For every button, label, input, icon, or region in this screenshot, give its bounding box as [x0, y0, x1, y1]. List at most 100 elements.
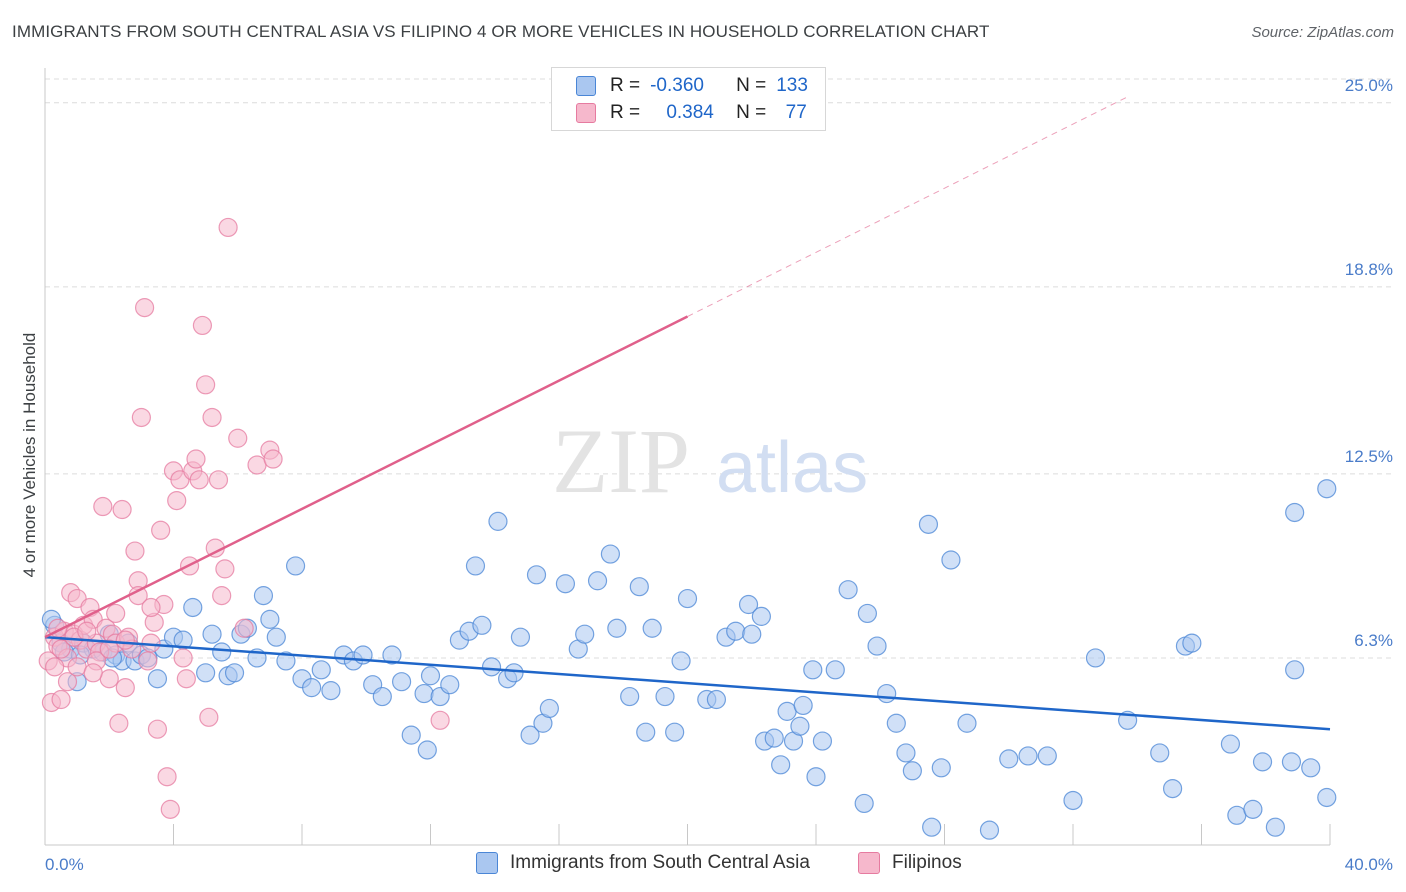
y-axis-label: 4 or more Vehicles in Household	[20, 333, 39, 578]
data-point	[228, 428, 248, 448]
legend-swatch-filipinos	[576, 103, 596, 123]
data-point	[877, 683, 897, 704]
data-point	[793, 695, 813, 716]
series-immigrants	[41, 479, 1337, 840]
data-point	[825, 660, 845, 680]
legend: R = -0.360 N = 133 R = 0.384 N = 77	[551, 67, 826, 131]
data-point	[173, 648, 193, 668]
data-point	[93, 496, 113, 517]
data-point	[115, 678, 135, 698]
data-point	[208, 470, 229, 490]
data-point	[414, 683, 434, 704]
data-point	[247, 455, 267, 475]
trend-line-immigrants	[44, 635, 1331, 731]
data-point	[67, 657, 87, 677]
data-point	[157, 767, 177, 787]
data-point	[896, 743, 916, 763]
data-point	[510, 627, 531, 647]
data-point	[311, 660, 331, 680]
trend-line-filipinos	[44, 315, 689, 639]
data-point	[218, 217, 238, 238]
data-point	[372, 686, 392, 707]
data-point	[1317, 479, 1337, 499]
data-point	[854, 793, 874, 814]
data-point	[764, 728, 784, 748]
chart-title: IMMIGRANTS FROM SOUTH CENTRAL ASIA VS FI…	[12, 22, 990, 41]
data-point	[57, 672, 78, 692]
data-point	[526, 565, 547, 585]
data-point	[234, 618, 254, 638]
data-point	[1150, 743, 1170, 763]
trend-layer	[44, 96, 1331, 731]
bottom-legend-swatch-filipinos	[858, 852, 880, 874]
legend-n-label: N =	[736, 102, 767, 123]
data-point	[1037, 746, 1057, 766]
data-point	[931, 758, 951, 778]
data-point	[147, 669, 168, 689]
y-tick-label: 6.3%	[1354, 631, 1393, 650]
data-point	[77, 621, 97, 641]
data-point	[321, 681, 341, 701]
data-point	[677, 588, 698, 609]
data-point	[726, 621, 746, 641]
data-point	[941, 550, 961, 570]
data-point	[417, 740, 437, 760]
data-point	[186, 449, 206, 469]
data-point	[738, 594, 759, 615]
data-point	[751, 606, 771, 626]
data-point	[1317, 787, 1337, 808]
data-point	[391, 672, 412, 692]
data-point	[607, 618, 627, 638]
legend-n-label: N =	[736, 75, 767, 96]
data-point	[285, 556, 306, 576]
data-point	[979, 820, 1000, 840]
data-point	[401, 725, 421, 745]
data-point	[134, 298, 155, 318]
grid-lines	[45, 78, 1392, 659]
data-point	[125, 541, 145, 561]
watermark-atlas: atlas	[716, 428, 868, 508]
legend-r-label: R =	[610, 75, 641, 96]
data-point	[83, 663, 103, 683]
data-point	[620, 686, 640, 707]
legend-row-immigrants: R = -0.360 N = 133	[576, 73, 808, 99]
y-tick-label: 25.0%	[1345, 76, 1393, 95]
data-point	[112, 499, 132, 520]
data-point	[472, 615, 492, 635]
data-point	[1063, 790, 1083, 811]
bottom-legend-filipinos: Filipinos	[858, 852, 962, 874]
data-point	[215, 559, 235, 579]
data-point	[629, 577, 649, 597]
data-point	[1243, 799, 1263, 819]
data-point	[224, 663, 245, 683]
trend-line-extension-filipinos	[687, 96, 1128, 317]
data-point	[655, 686, 675, 707]
data-point	[420, 666, 441, 686]
data-point	[302, 678, 322, 698]
data-point	[199, 707, 219, 727]
data-point	[1162, 778, 1183, 799]
data-point	[777, 701, 797, 721]
data-point	[999, 749, 1019, 769]
series-filipinos	[38, 217, 450, 819]
data-point	[1018, 746, 1038, 766]
data-point	[192, 315, 213, 336]
watermark-zip: ZIP	[552, 410, 690, 512]
data-point	[45, 657, 65, 677]
data-point	[196, 375, 216, 395]
data-point	[642, 618, 662, 638]
data-point	[539, 698, 559, 719]
legend-r-value: -0.360	[650, 75, 704, 96]
data-point	[51, 689, 71, 710]
data-point	[440, 675, 460, 695]
data-point	[189, 470, 209, 490]
axes	[44, 68, 1331, 846]
data-point	[176, 669, 196, 689]
data-point	[671, 651, 691, 671]
data-point	[196, 663, 216, 683]
data-point	[382, 645, 402, 665]
data-point	[812, 731, 833, 751]
x-tick-label: 0.0%	[45, 855, 84, 874]
bottom-legend-label-immigrants: Immigrants from South Central Asia	[510, 852, 810, 873]
data-point	[183, 597, 203, 618]
